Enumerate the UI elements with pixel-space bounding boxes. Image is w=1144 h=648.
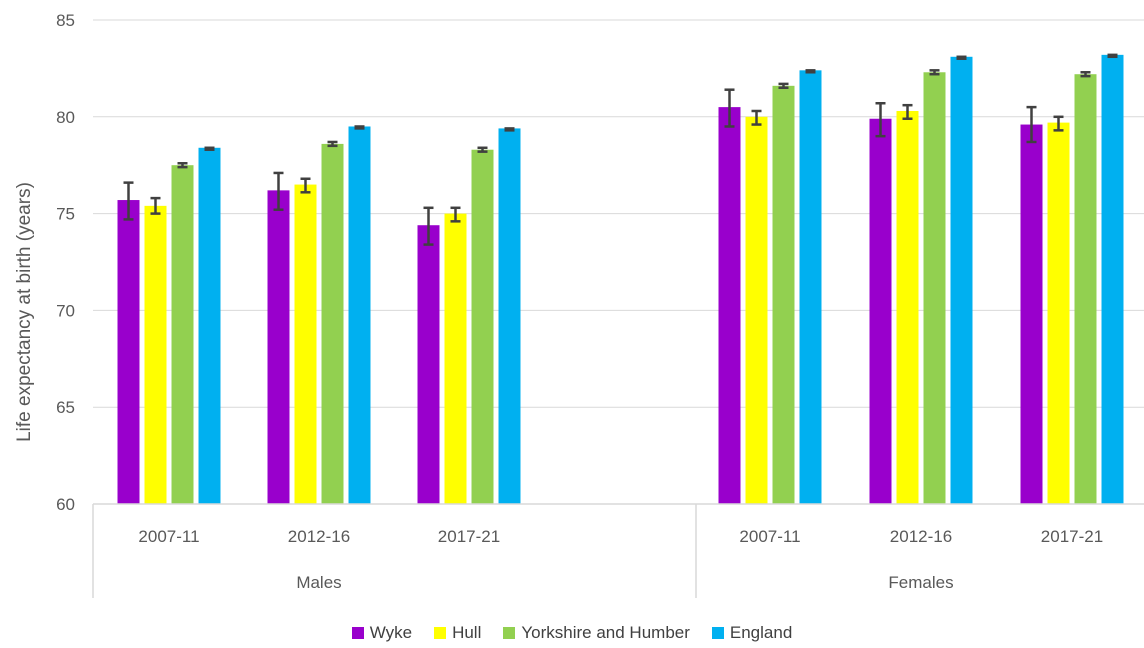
bar bbox=[772, 85, 795, 504]
error-bar bbox=[450, 206, 461, 223]
bar bbox=[896, 110, 919, 504]
x-tick-label: 2017-21 bbox=[1041, 527, 1103, 546]
legend-swatch bbox=[503, 627, 516, 639]
bar bbox=[321, 143, 344, 505]
error-bar bbox=[300, 177, 311, 194]
x-tick-label: 2017-21 bbox=[438, 527, 500, 546]
y-axis-tick-labels: 60 65 70 75 80 85 bbox=[56, 11, 75, 514]
bar bbox=[171, 165, 194, 504]
bar bbox=[417, 225, 440, 504]
bar bbox=[267, 190, 290, 505]
bar bbox=[1074, 74, 1097, 504]
y-tick-label: 60 bbox=[56, 495, 75, 514]
error-bar bbox=[1080, 71, 1091, 78]
bar bbox=[294, 184, 317, 504]
legend-item: Yorkshire and Humber bbox=[503, 623, 690, 643]
bar bbox=[1101, 54, 1124, 505]
error-bar bbox=[751, 109, 762, 126]
legend-item: Wyke bbox=[351, 623, 413, 643]
bar bbox=[799, 70, 822, 504]
error-bar bbox=[273, 171, 284, 211]
bar bbox=[718, 107, 741, 505]
bar bbox=[1020, 124, 1043, 504]
bar bbox=[471, 149, 494, 504]
error-bar bbox=[423, 206, 434, 246]
bar bbox=[869, 118, 892, 505]
legend-label: Hull bbox=[452, 623, 482, 642]
y-tick-label: 80 bbox=[56, 108, 75, 127]
error-bar bbox=[1107, 53, 1118, 59]
gridlines bbox=[93, 19, 1144, 505]
legend-item: Hull bbox=[434, 623, 481, 643]
bar bbox=[923, 72, 946, 504]
x-tick-label: 2007-11 bbox=[138, 527, 199, 546]
legend-swatch bbox=[351, 627, 364, 639]
error-bar bbox=[354, 125, 365, 130]
x-tick-label: 2007-11 bbox=[739, 527, 800, 546]
legend: Wyke Hull Yorkshire and Humber England bbox=[0, 618, 1144, 648]
bar bbox=[198, 147, 221, 504]
bars bbox=[117, 54, 1124, 505]
error-bar bbox=[929, 69, 940, 76]
legend-label: England bbox=[729, 623, 793, 642]
error-bar bbox=[1053, 115, 1064, 132]
error-bar bbox=[805, 69, 816, 74]
error-bar bbox=[724, 88, 735, 128]
bar bbox=[498, 128, 521, 504]
legend-item: England bbox=[711, 623, 793, 643]
error-bar bbox=[902, 103, 913, 120]
bar bbox=[348, 126, 371, 504]
y-tick-label: 65 bbox=[56, 398, 75, 417]
error-bar bbox=[477, 146, 488, 153]
y-axis-label: Life expectancy at birth (years) bbox=[14, 182, 35, 442]
legend-swatch bbox=[711, 627, 724, 639]
error-bar bbox=[150, 196, 161, 215]
y-tick-label: 75 bbox=[56, 205, 75, 224]
legend-label: Yorkshire and Humber bbox=[521, 623, 690, 642]
error-bar bbox=[1026, 105, 1037, 144]
error-bars bbox=[123, 53, 1118, 246]
bar bbox=[950, 56, 973, 505]
error-bar bbox=[875, 101, 886, 138]
y-tick-label: 70 bbox=[56, 301, 75, 320]
y-tick-label: 85 bbox=[56, 11, 75, 30]
group-label: Males bbox=[296, 573, 341, 592]
bar bbox=[444, 213, 467, 504]
x-tick-label: 2012-16 bbox=[288, 527, 350, 546]
legend-label: Wyke bbox=[369, 623, 413, 642]
error-bar bbox=[504, 127, 515, 132]
error-bar bbox=[204, 146, 215, 151]
bar bbox=[1047, 122, 1070, 504]
error-bar bbox=[177, 162, 188, 169]
error-bar bbox=[327, 140, 338, 148]
error-bar bbox=[123, 181, 134, 221]
bar bbox=[144, 205, 167, 504]
legend-swatch bbox=[434, 627, 447, 639]
error-bar bbox=[778, 82, 789, 90]
bar bbox=[117, 200, 140, 504]
error-bar bbox=[956, 55, 967, 60]
x-axis: 2007-11 2012-16 2017-21 2007-11 2012-16 2017-… bbox=[92, 503, 1144, 598]
group-label: Females bbox=[888, 573, 953, 592]
bar bbox=[745, 116, 768, 505]
x-tick-label: 2012-16 bbox=[890, 527, 952, 546]
